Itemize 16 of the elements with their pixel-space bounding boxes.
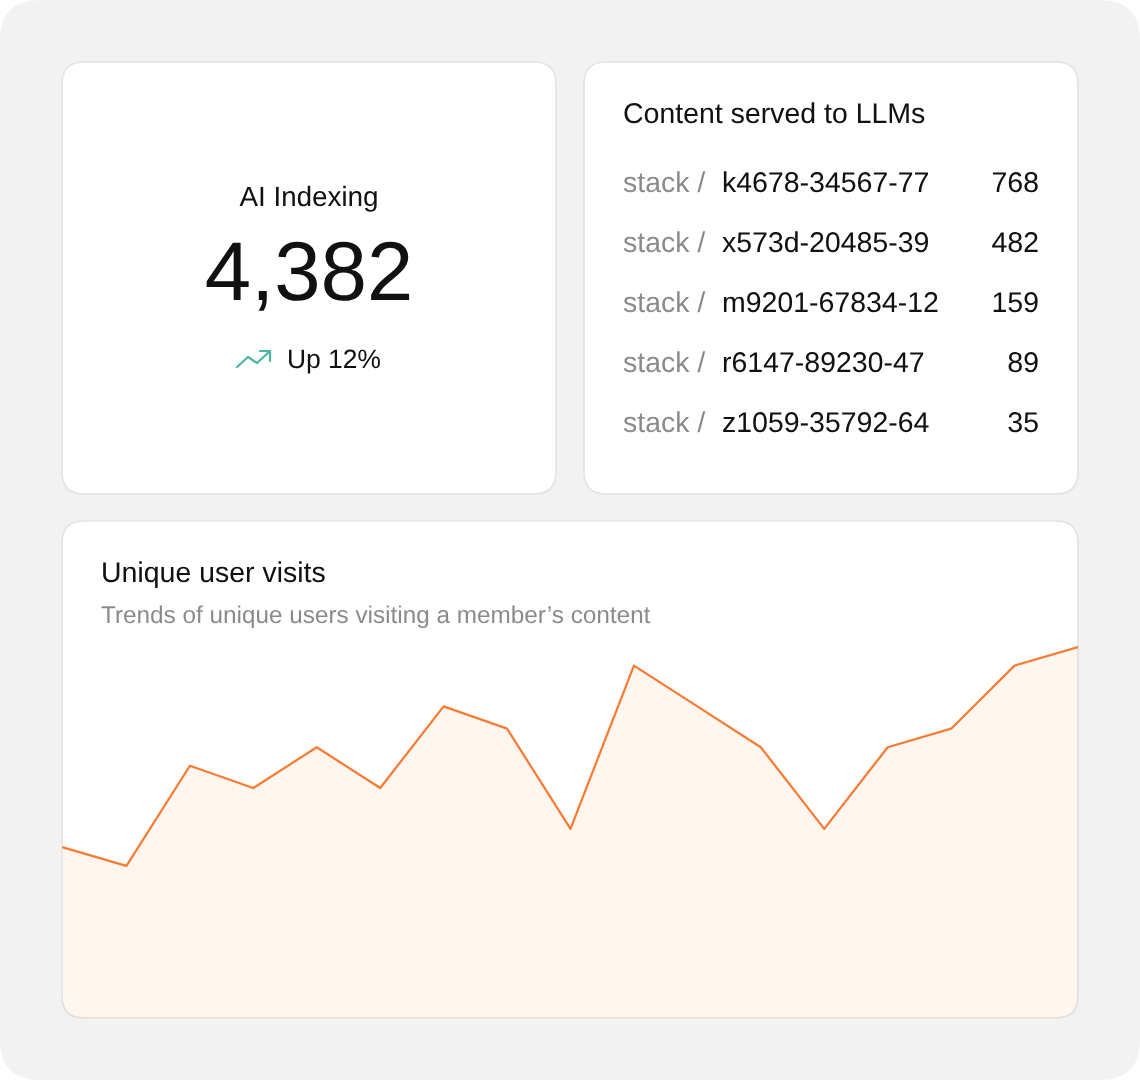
data-label: 89: [1008, 352, 1038, 373]
text: 4,382: [206, 241, 410, 311]
chart-subtitle: Trends of unique users visiting a member’s content: [101, 605, 651, 629]
text: Content served to LLMs: [624, 102, 925, 124]
text: AI Indexing: [239, 185, 377, 212]
category-label: stack / x573d-20485-39: [623, 231, 929, 253]
data-label: 35: [1008, 412, 1038, 433]
category-label: stack / z1059-35792-64: [623, 411, 929, 433]
category-label: stack / m9201-67834-12: [623, 291, 938, 313]
category-label: stack / k4678-34567-77: [623, 171, 928, 193]
data-label: 482: [992, 232, 1038, 253]
category-label: stack / r6147-89230-47: [623, 351, 924, 373]
data-label: 159: [993, 292, 1038, 313]
text: Up 12%: [289, 349, 380, 374]
data-label: 768: [992, 172, 1038, 193]
chart-title: Unique user visits: [103, 561, 325, 588]
